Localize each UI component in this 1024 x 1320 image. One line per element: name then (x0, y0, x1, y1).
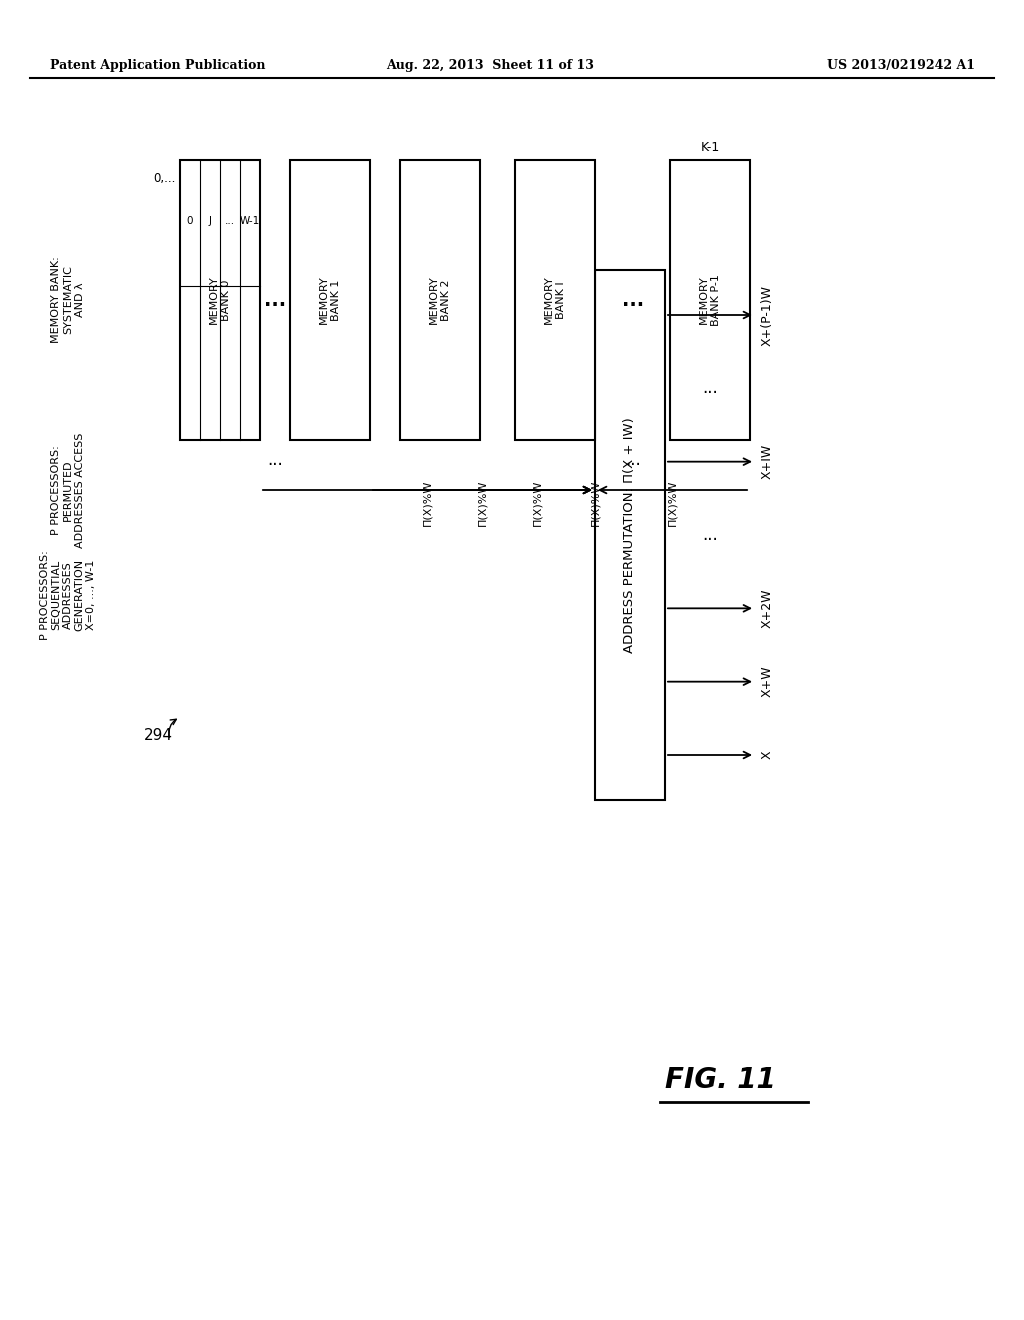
Text: MEMORY BANK:
SYSTEMATIC
AND λ: MEMORY BANK: SYSTEMATIC AND λ (51, 256, 85, 343)
Text: Π(X)%W: Π(X)%W (477, 480, 487, 527)
Text: MEMORY
BANK I: MEMORY BANK I (544, 276, 566, 325)
Text: MEMORY
BANK 0: MEMORY BANK 0 (209, 276, 230, 325)
Text: MEMORY
BANK 1: MEMORY BANK 1 (319, 276, 341, 325)
Bar (595, 271, 665, 800)
Text: US 2013/0219242 A1: US 2013/0219242 A1 (827, 58, 975, 71)
Text: ...: ... (264, 290, 286, 309)
Text: J: J (209, 216, 212, 226)
Text: K-1: K-1 (700, 141, 720, 154)
Text: ...: ... (225, 216, 236, 226)
Text: 0,...: 0,... (154, 172, 176, 185)
Text: ADDRESS PERMUTATION: Π(X + IW): ADDRESS PERMUTATION: Π(X + IW) (624, 417, 637, 653)
Text: Patent Application Publication: Patent Application Publication (50, 58, 265, 71)
Text: MEMORY
BANK 2: MEMORY BANK 2 (429, 276, 451, 325)
Text: Π(X)%W: Π(X)%W (590, 480, 600, 527)
Text: W-1: W-1 (240, 216, 260, 226)
Text: ...: ... (702, 379, 718, 397)
Text: Π(X)%W: Π(X)%W (532, 480, 543, 527)
Text: Aug. 22, 2013  Sheet 11 of 13: Aug. 22, 2013 Sheet 11 of 13 (386, 58, 594, 71)
Text: ...: ... (625, 451, 641, 469)
Text: ...: ... (702, 525, 718, 544)
Text: X+W: X+W (761, 665, 774, 697)
Text: MEMORY
BANK P-1: MEMORY BANK P-1 (699, 275, 721, 326)
Text: P PROCESSORS:
SEQUENTIAL
ADDRESSES
GENERATION
X=0, ..., W-1: P PROCESSORS: SEQUENTIAL ADDRESSES GENER… (40, 550, 96, 640)
Bar (670, 160, 750, 440)
Text: X+(P-1)W: X+(P-1)W (761, 285, 774, 346)
Text: ...: ... (267, 451, 283, 469)
Text: 0: 0 (186, 216, 194, 226)
Text: X+2W: X+2W (761, 589, 774, 628)
Text: X+IW: X+IW (761, 444, 774, 479)
Text: 294: 294 (143, 727, 172, 742)
Text: FIG. 11: FIG. 11 (665, 1067, 775, 1094)
Text: X: X (761, 751, 774, 759)
Text: ...: ... (622, 290, 644, 309)
Bar (290, 160, 370, 440)
Text: Π(X)%W: Π(X)%W (423, 480, 432, 527)
Bar (515, 160, 595, 440)
Text: P PROCESSORS:
PERMUTED
ADDRESSES ACCESS: P PROCESSORS: PERMUTED ADDRESSES ACCESS (51, 433, 85, 548)
Bar (400, 160, 480, 440)
Bar (180, 160, 260, 440)
Text: Π(X)%W: Π(X)%W (668, 480, 678, 527)
